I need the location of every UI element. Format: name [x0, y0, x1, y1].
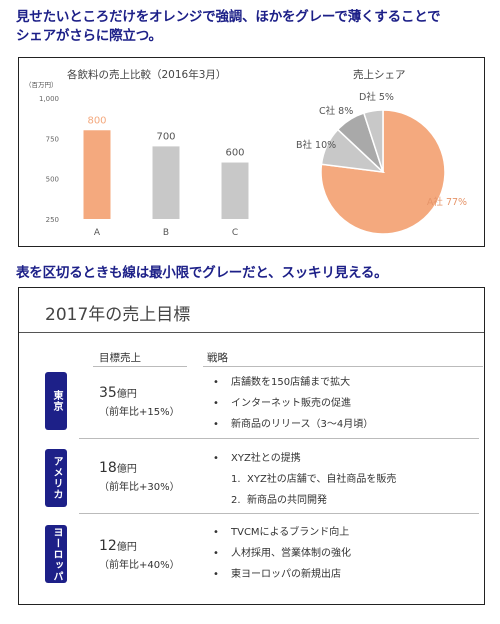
- target-america-value: 18: [99, 460, 117, 476]
- bar-a: [83, 130, 111, 219]
- strategy-item: XYZ社との提携: [209, 448, 396, 469]
- target-tokyo-value: 35: [99, 385, 117, 401]
- pie-chart-title: 売上シェア: [353, 68, 406, 81]
- bar-chart-ylabel: （百万円）: [25, 81, 58, 89]
- target-tokyo: 35億円 （前年比+15%）: [99, 385, 180, 418]
- col-header-strategy: 戦略: [207, 352, 228, 364]
- target-america: 18億円 （前年比+30%）: [99, 460, 180, 493]
- bar-data-label: 700: [156, 131, 175, 142]
- charts-canvas: 各飲料の売上比較（2016年3月） （百万円） 1,000 750 500 250 8…: [25, 68, 467, 238]
- target-tokyo-unit: 億円: [116, 389, 137, 400]
- strategy-europe: TVCMによるブランド向上 人材採用、営業体制の強化 東ヨーロッパの新規出店: [209, 522, 351, 585]
- strategy-item: 東ヨーロッパの新規出店: [209, 564, 351, 585]
- strategy-america: XYZ社との提携 1. XYZ社の店舗で、自社商品を販売 2. 新商品の共同開発: [209, 448, 396, 511]
- target-america-unit: 億円: [116, 464, 137, 475]
- bar-chart-title: 各飲料の売上比較（2016年3月）: [67, 68, 226, 81]
- bar-chart-ytick: 1,000: [39, 95, 59, 103]
- strategy-subitem: 2. 新商品の共同開発: [209, 490, 396, 511]
- bar-category-label: B: [163, 228, 169, 238]
- target-europe-unit: 億円: [116, 542, 137, 553]
- col-header-target: 目標売上: [99, 352, 141, 364]
- target-america-growth: （前年比+30%）: [99, 482, 180, 493]
- bar-category-label: C: [232, 228, 238, 238]
- bar-chart-categories: A B C: [94, 228, 238, 238]
- strategy-item: 新商品のリリース（3～4月頃）: [209, 414, 373, 435]
- bar-chart-ytick: 750: [46, 135, 59, 143]
- pie-label: A社 77%: [427, 196, 467, 208]
- bar-category-label: A: [94, 228, 101, 238]
- strategy-item: 人材採用、営業体制の強化: [209, 543, 351, 564]
- target-tokyo-growth: （前年比+15%）: [99, 407, 180, 418]
- target-europe: 12億円 （前年比+40%）: [99, 538, 180, 571]
- bar-chart-data-labels: 800 700 600: [87, 115, 244, 158]
- strategy-item: インターネット販売の促進: [209, 393, 373, 414]
- target-europe-value: 12: [99, 538, 117, 554]
- title-divider: [19, 332, 484, 333]
- row-divider: [79, 513, 479, 514]
- target-europe-growth: （前年比+40%）: [99, 560, 180, 571]
- bar-chart-yaxis: 1,000 750 500 250: [39, 95, 59, 224]
- subitem-number: 1.: [231, 474, 241, 485]
- pie-label: C社 8%: [319, 105, 353, 117]
- pie-chart-slices: [320, 109, 446, 235]
- top-heading-line-1: 見せたいところだけをオレンジで強調、ほかをグレーで薄くすることで: [16, 9, 441, 25]
- bar-chart-bars: [83, 130, 249, 219]
- charts-panel: 各飲料の売上比較（2016年3月） （百万円） 1,000 750 500 250 8…: [18, 57, 485, 247]
- col-header-strategy-underline: [203, 366, 483, 367]
- bar-data-label: 600: [225, 148, 244, 159]
- pie-slice-D社: [362, 109, 384, 173]
- region-america: アメリカ: [45, 449, 67, 507]
- pie-label: B社 10%: [296, 139, 336, 151]
- bar-chart-ytick: 250: [46, 216, 59, 224]
- bottom-heading: 表を区切るときも線は最小限でグレーだと、スッキリ見える。: [16, 265, 388, 281]
- top-heading-line-2: シェアがさらに際立つ。: [16, 28, 162, 44]
- region-tokyo: 東京: [45, 372, 67, 430]
- strategy-subitem: 1. XYZ社の店舗で、自社商品を販売: [209, 469, 396, 490]
- col-header-target-underline: [93, 366, 187, 367]
- sales-target-table: 2017年の売上目標 目標売上 戦略 東京 35億円 （前年比+15%） 店舗数…: [18, 287, 485, 605]
- bar-b: [152, 146, 180, 219]
- row-divider: [79, 438, 479, 439]
- region-europe: ヨーロッパ: [45, 525, 67, 583]
- subitem-text: 新商品の共同開発: [247, 495, 327, 506]
- pie-label: D社 5%: [359, 91, 394, 103]
- subitem-number: 2.: [231, 495, 241, 506]
- strategy-item: 店舗数を150店舗まで拡大: [209, 372, 373, 393]
- bar-data-label: 800: [87, 115, 106, 126]
- strategy-tokyo: 店舗数を150店舗まで拡大 インターネット販売の促進 新商品のリリース（3～4月…: [209, 372, 373, 435]
- table-title: 2017年の売上目標: [45, 305, 191, 325]
- bar-c: [221, 162, 249, 219]
- pie-chart-labels: A社 77% B社 10% C社 8% D社 5%: [296, 91, 467, 208]
- strategy-item: TVCMによるブランド向上: [209, 522, 351, 543]
- bar-chart-ytick: 500: [46, 176, 59, 184]
- subitem-text: XYZ社の店舗で、自社商品を販売: [247, 474, 397, 485]
- top-heading: 見せたいところだけをオレンジで強調、ほかをグレーで薄くすることで シェアがさらに…: [16, 8, 486, 46]
